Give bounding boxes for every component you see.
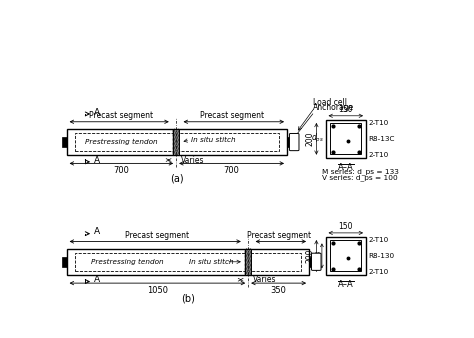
Text: 350: 350: [271, 286, 287, 295]
Text: V series: d_ps = 100: V series: d_ps = 100: [322, 174, 398, 180]
Bar: [330, 123, 361, 154]
FancyBboxPatch shape: [290, 134, 299, 151]
Text: 200: 200: [306, 131, 315, 146]
Text: Load cell: Load cell: [313, 98, 346, 107]
Text: 2-T10: 2-T10: [368, 151, 388, 158]
Bar: [66, 249, 309, 275]
Text: (a): (a): [170, 173, 183, 183]
Text: Precast segment: Precast segment: [200, 111, 264, 120]
Bar: [245, 249, 252, 275]
Text: Anchorage: Anchorage: [313, 103, 354, 112]
Text: (b): (b): [181, 293, 195, 303]
Text: 2-T10: 2-T10: [368, 237, 388, 243]
Text: A–A: A–A: [338, 280, 354, 289]
FancyBboxPatch shape: [311, 253, 321, 270]
Bar: [326, 237, 366, 275]
Text: 150: 150: [338, 222, 353, 231]
Text: A: A: [94, 155, 100, 165]
Text: Varies: Varies: [253, 275, 276, 284]
Bar: [75, 253, 301, 271]
Text: A: A: [94, 275, 100, 284]
Text: Prestressing tendon: Prestressing tendon: [85, 139, 158, 145]
Text: A: A: [94, 107, 100, 117]
Text: 1050: 1050: [147, 286, 168, 295]
Text: 200: 200: [306, 249, 315, 263]
Text: 133: 133: [315, 249, 321, 263]
Text: Precast segment: Precast segment: [89, 111, 154, 120]
Text: $d_{ps}$: $d_{ps}$: [311, 132, 324, 145]
Bar: [75, 133, 279, 151]
Text: Varies: Varies: [181, 155, 204, 165]
Text: R8-130: R8-130: [368, 253, 394, 259]
Bar: [62, 137, 66, 147]
Text: Precast segment: Precast segment: [246, 231, 310, 240]
Bar: [287, 137, 291, 147]
Text: 2-T10: 2-T10: [368, 120, 388, 126]
Text: A: A: [94, 227, 100, 236]
Text: 2-T10: 2-T10: [368, 269, 388, 275]
Text: In situ stitch: In situ stitch: [191, 137, 236, 143]
Text: M series: d_ps = 133: M series: d_ps = 133: [322, 168, 399, 175]
Text: 700: 700: [224, 166, 239, 175]
Bar: [66, 129, 287, 155]
Text: A–A: A–A: [338, 163, 354, 172]
Text: Prestressing tendon: Prestressing tendon: [91, 259, 164, 265]
Bar: [309, 257, 312, 267]
Text: 150: 150: [338, 105, 353, 114]
Text: In situ stitch: In situ stitch: [189, 259, 234, 265]
Bar: [326, 120, 366, 158]
Bar: [62, 257, 66, 267]
Bar: [330, 240, 361, 271]
Text: 700: 700: [113, 166, 129, 175]
Text: Precast segment: Precast segment: [125, 231, 190, 240]
Text: R8-13C: R8-13C: [368, 136, 395, 142]
Bar: [173, 129, 180, 155]
